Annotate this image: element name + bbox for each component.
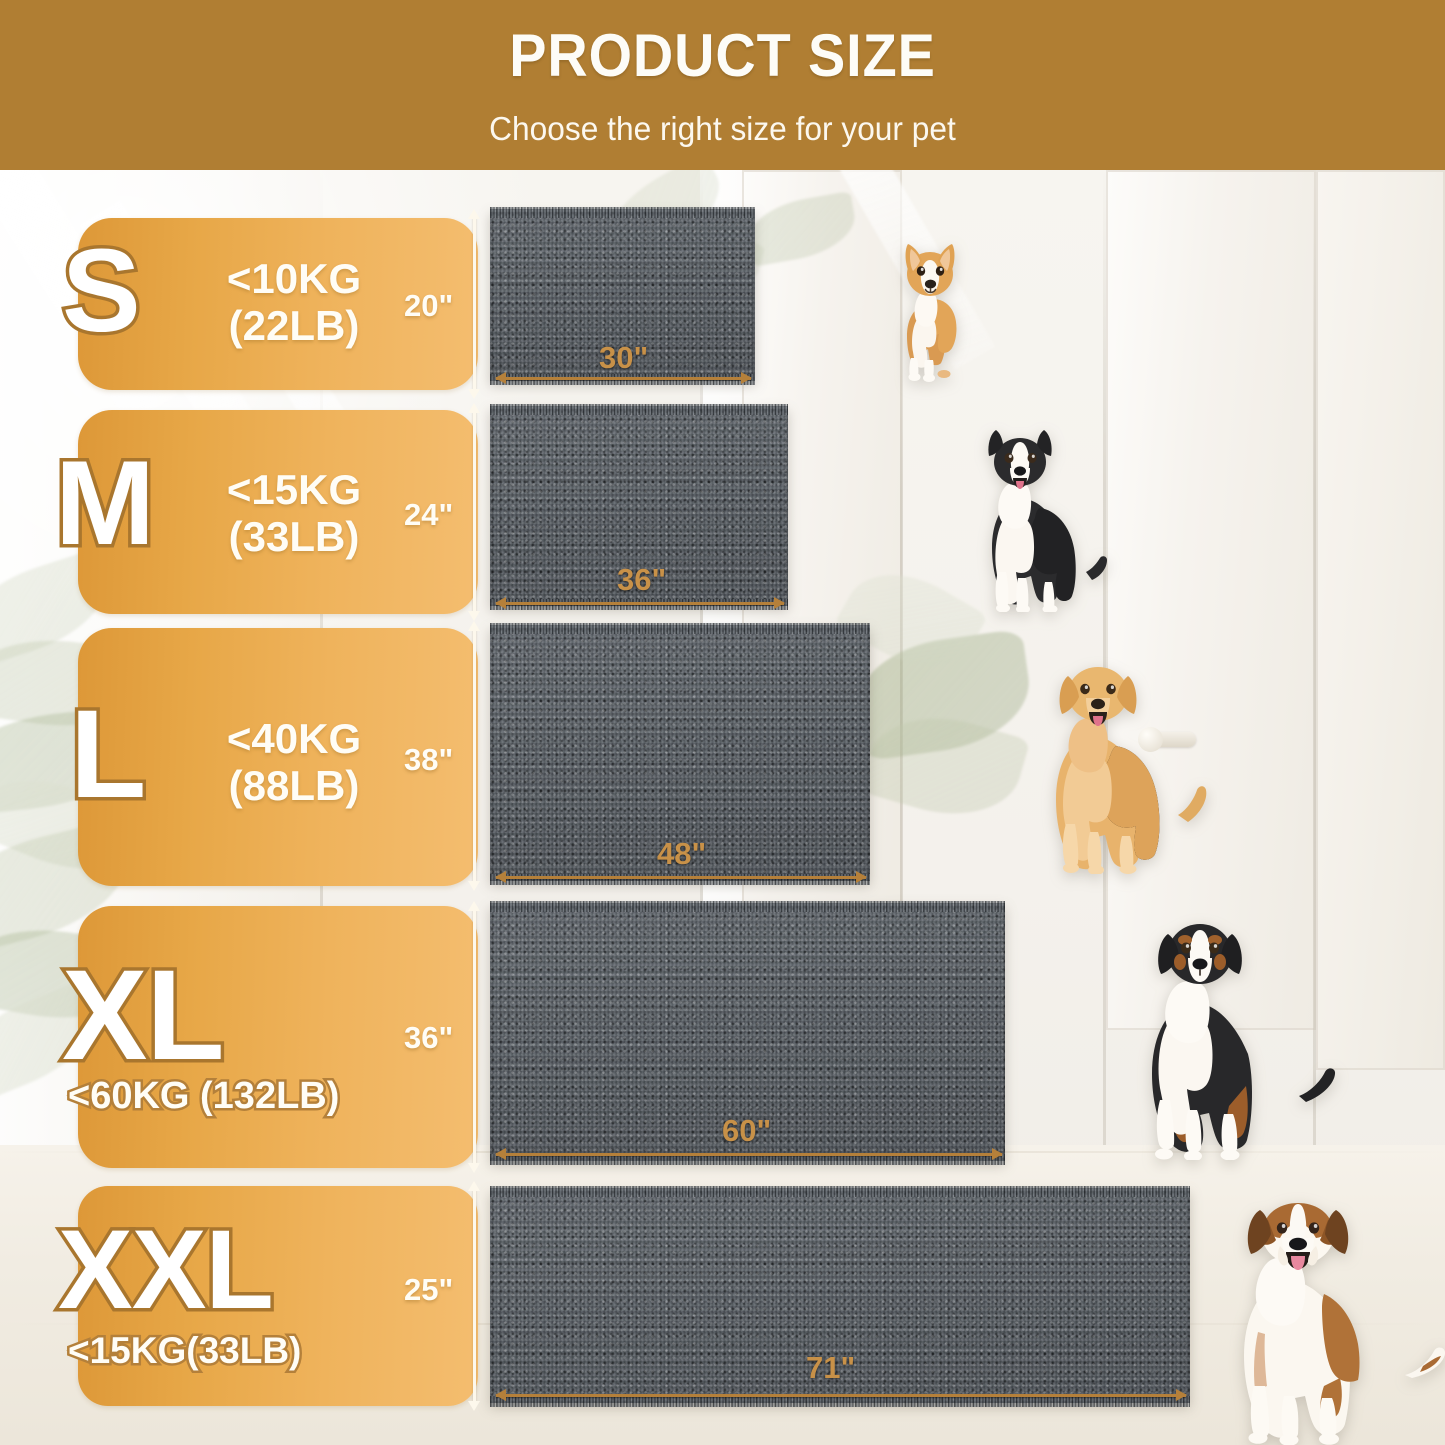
width-label-m: 36" [617, 562, 667, 597]
height-arrow-l [468, 621, 480, 891]
size-panel-m [78, 410, 478, 614]
weight-label-l: <40KG (88LB) [226, 715, 362, 810]
width-arrow-line [495, 1147, 1003, 1160]
height-arrow-xxl [468, 1181, 480, 1411]
width-label-s: 30" [599, 340, 649, 375]
width-arrow-s [495, 369, 752, 385]
size-panel-xl [78, 906, 478, 1168]
height-label-xl: 36" [404, 1020, 454, 1055]
width-arrow-line [495, 371, 752, 384]
height-label-l: 38" [404, 742, 454, 777]
height-arrow-s [468, 209, 480, 399]
width-label-xl: 60" [722, 1113, 772, 1148]
mat-l [490, 623, 870, 885]
mat-xxl [490, 1186, 1190, 1407]
width-label-xxl: 71" [806, 1350, 856, 1385]
weight-label-m: <15KG (33LB) [226, 466, 362, 561]
width-arrow-line [495, 870, 867, 883]
width-arrow-xxl [495, 1386, 1187, 1402]
page-title: PRODUCT SIZE [509, 22, 936, 89]
dog-photo-corgi [878, 222, 998, 382]
weight-label-s: <10KG (22LB) [226, 255, 362, 350]
height-label-s: 20" [404, 288, 454, 323]
size-label-s: S [59, 225, 145, 357]
size-label-xl: XL [59, 944, 229, 1087]
weight-label-xxl: <15KG(33LB) [66, 1327, 304, 1373]
width-arrow-m [495, 594, 785, 610]
header-banner: PRODUCT SIZE Choose the right size for y… [0, 0, 1445, 170]
mat-xl [490, 901, 1005, 1165]
width-arrow-line [495, 1388, 1187, 1401]
weight-label-xl: <60KG (132LB) [66, 1073, 342, 1120]
page-subtitle: Choose the right size for your pet [489, 110, 956, 147]
size-panel-xxl [78, 1186, 478, 1406]
mat-m [490, 404, 788, 610]
width-arrow-xl [495, 1145, 1003, 1161]
height-label-xxl: 25" [404, 1272, 454, 1307]
wall-seam-3 [900, 170, 903, 1445]
door-far-right [1316, 170, 1445, 1070]
height-arrow-m [468, 403, 480, 621]
size-label-m: M [52, 436, 159, 570]
size-panel-l [78, 628, 478, 886]
width-arrow-line [495, 596, 785, 609]
dog-photo-golden-retriever [1012, 646, 1212, 874]
size-panel-s [78, 218, 478, 390]
door-right [1106, 170, 1316, 1030]
width-label-l: 48" [657, 836, 707, 871]
width-arrow-l [495, 868, 867, 884]
size-label-xxl: XXL [55, 1207, 278, 1332]
dog-photo-border-collie [944, 412, 1112, 612]
dog-photo-bernese-mountain-dog [1106, 900, 1338, 1160]
wall-seam-5 [1313, 170, 1316, 1445]
door-knob-icon [1138, 727, 1196, 752]
dog-photo-saint-bernard [1198, 1182, 1445, 1445]
size-label-l: L [66, 685, 149, 824]
height-arrow-xl [468, 901, 480, 1173]
height-label-m: 24" [404, 497, 454, 532]
